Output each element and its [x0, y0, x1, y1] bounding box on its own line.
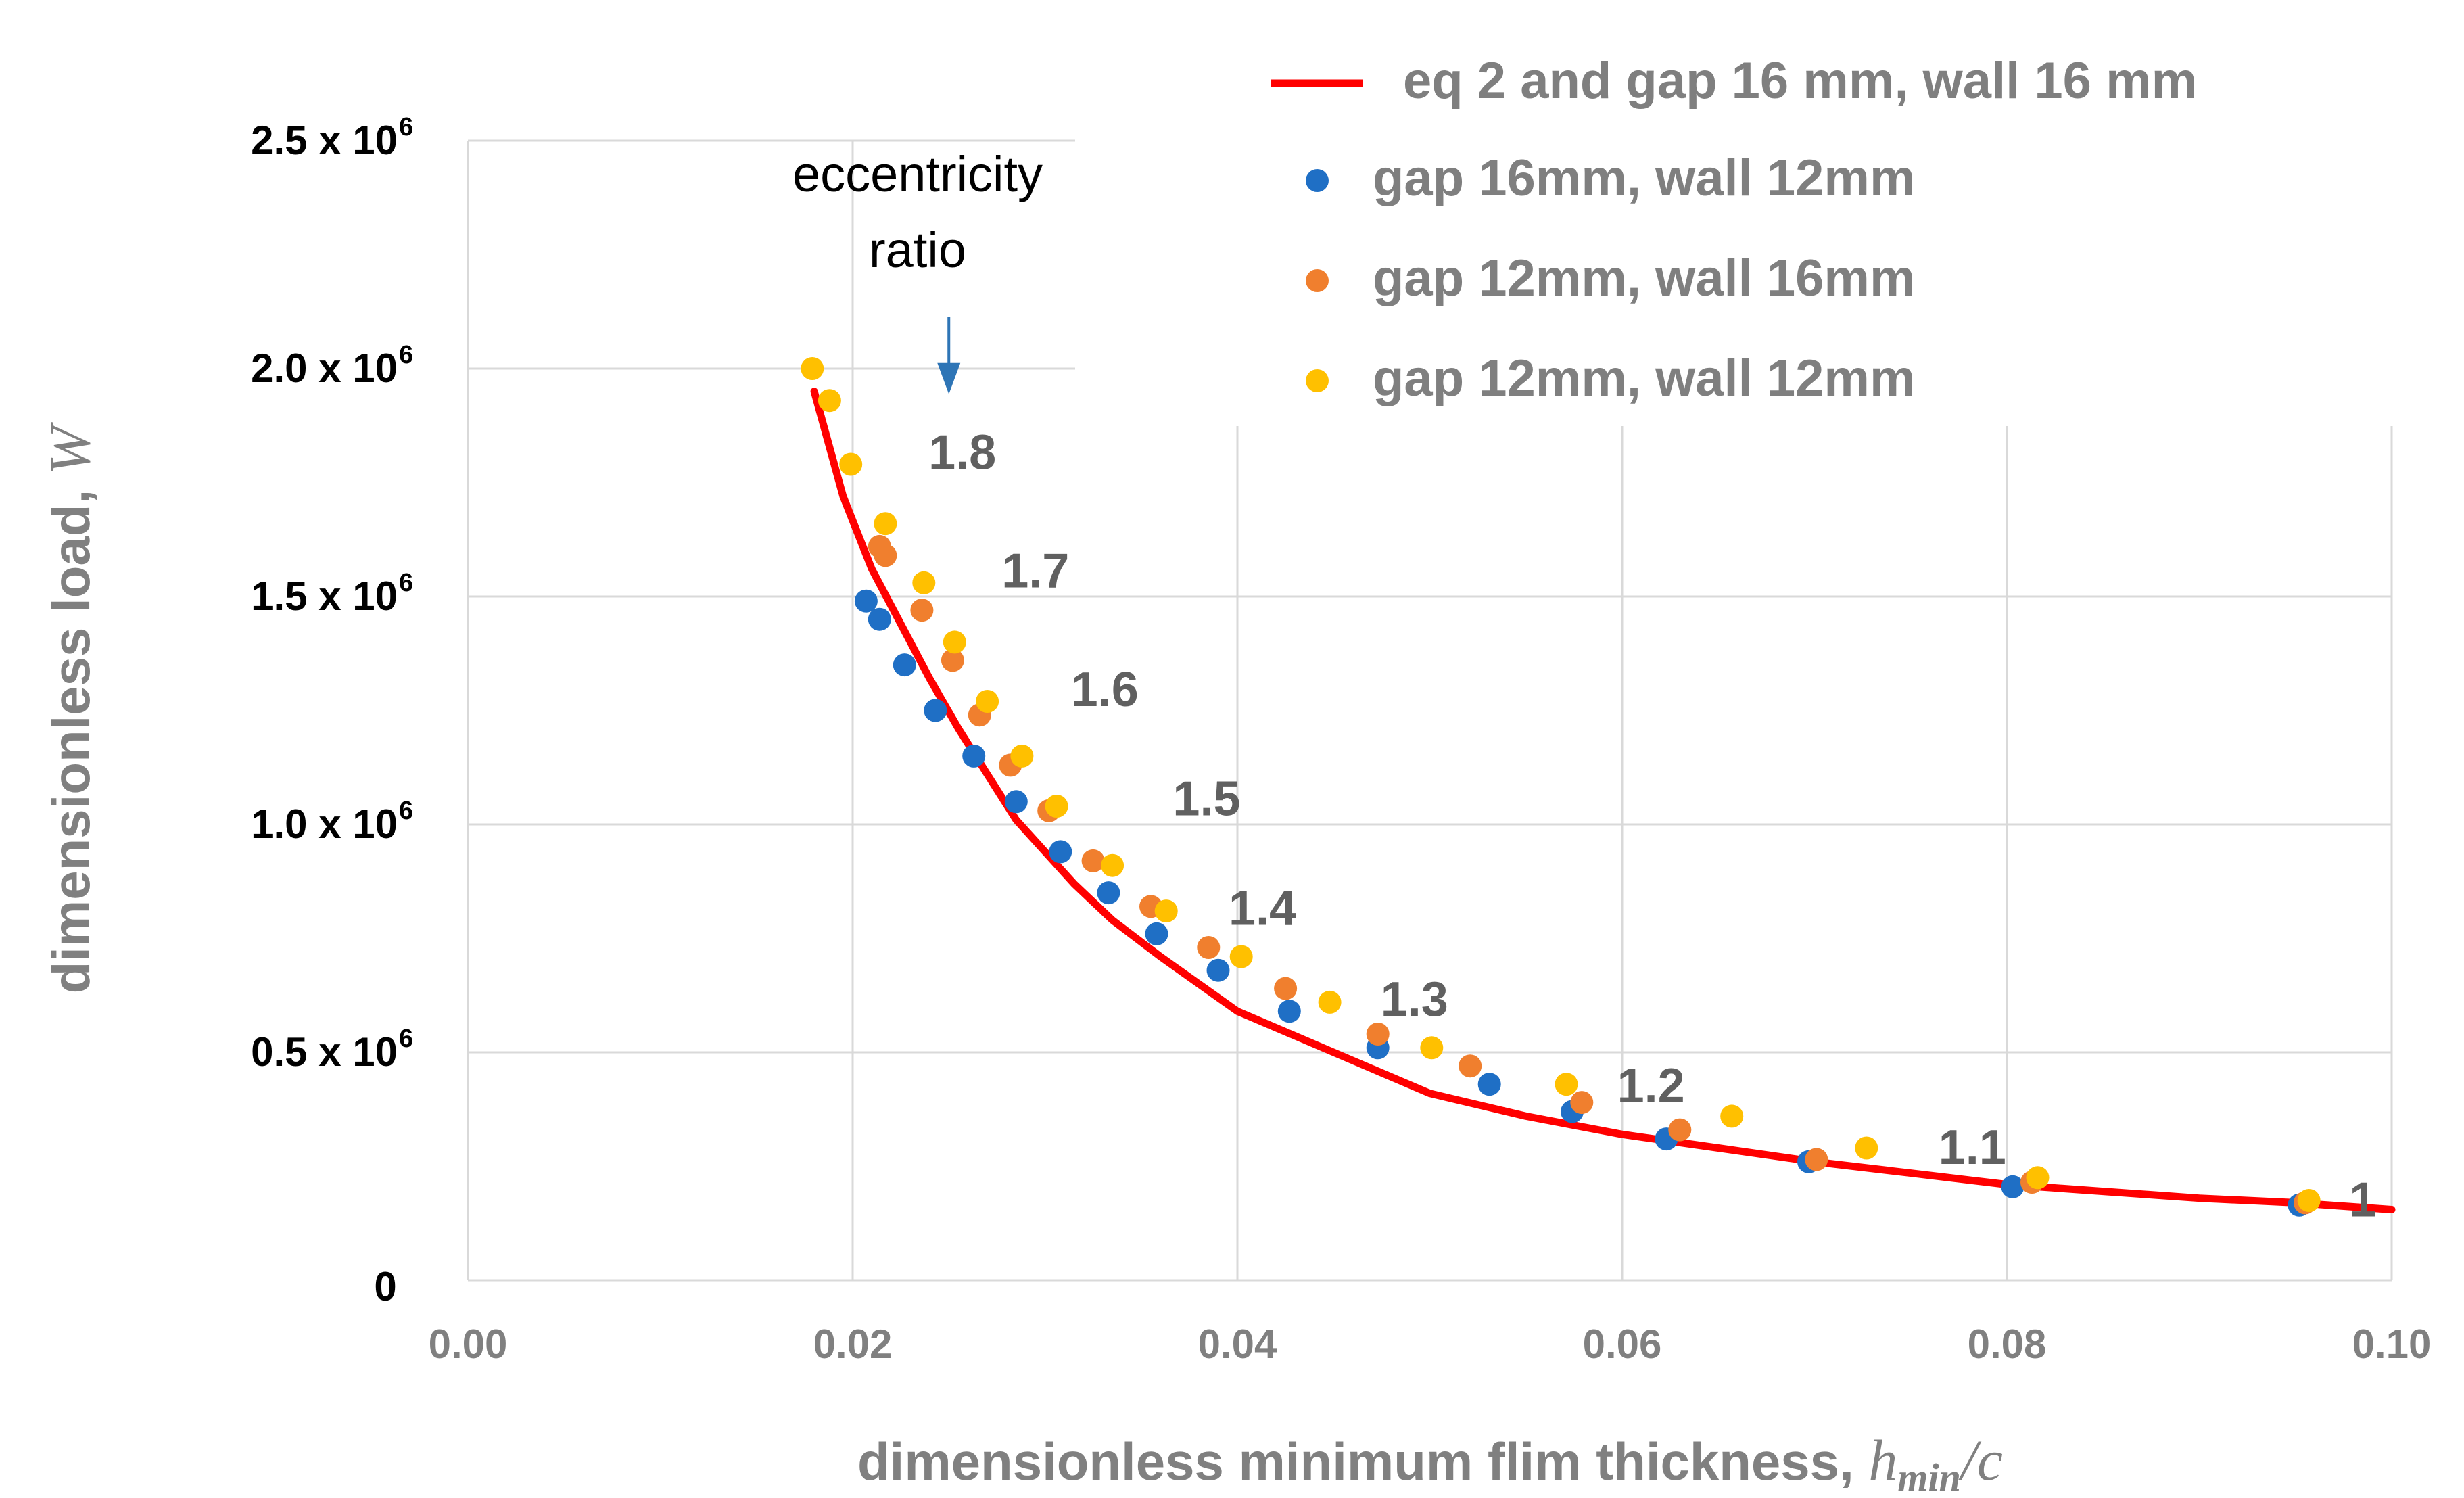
legend-dot-marker	[1306, 169, 1329, 192]
series-3-point	[1101, 853, 1124, 877]
series-1-point	[1004, 790, 1028, 814]
series-3-point	[1229, 945, 1253, 968]
legend-label: gap 12mm, wall 12mm	[1373, 350, 1916, 407]
ratio-label: 1	[2349, 1173, 2376, 1227]
y-tick-label: 0	[374, 1264, 396, 1309]
y-tick-label: 2.0 x 10	[251, 346, 398, 391]
x-tick-label: 0.02	[813, 1321, 893, 1367]
grid	[468, 139, 2393, 1280]
series-3-point	[1420, 1036, 1444, 1060]
series-2-point	[1459, 1054, 1482, 1078]
series-3-point	[801, 357, 824, 380]
legend: eq 2 and gap 16 mm, wall 16 mm gap 16mm, …	[1271, 52, 2197, 407]
series-3-point	[1555, 1073, 1578, 1096]
series-2-point	[941, 649, 964, 672]
series-3-point	[839, 452, 863, 476]
ratio-label: 1.1	[1939, 1121, 2006, 1175]
ratio-label: 1.5	[1172, 772, 1240, 826]
x-axis-title-text: dimensionless minimum flim thickness,	[857, 1432, 1868, 1491]
legend-dot-marker	[1306, 369, 1329, 392]
eccentricity-title: eccentricity	[792, 146, 1043, 202]
legend-dot-marker	[1306, 269, 1329, 292]
ratio-label: 1.8	[928, 425, 996, 479]
y-tick-labels: 00.5 x 10 61.0 x 10 61.5 x 10 62.0 x 10 62.5…	[251, 113, 413, 1309]
y-axis-title: dimensionless load, W	[37, 421, 102, 993]
series-2-point	[1081, 849, 1105, 872]
x-tick-label: 0.00	[429, 1321, 508, 1367]
series-3-point	[2026, 1166, 2050, 1190]
y-axis-variable: W	[37, 421, 102, 475]
y-tick-exponent: 6	[399, 1025, 413, 1053]
ratio-label: 1.7	[1001, 544, 1069, 599]
y-tick-label: 2.5 x 10	[251, 118, 398, 163]
series-1-point	[1477, 1073, 1501, 1096]
legend-label: gap 16mm, wall 12mm	[1373, 149, 1916, 207]
series-2-point	[1274, 977, 1298, 1000]
series-2-point	[1197, 936, 1221, 959]
ratio-label: 1.4	[1229, 881, 1296, 935]
series-2-point	[874, 544, 897, 567]
series-3-point	[874, 512, 897, 536]
series-1-point	[854, 589, 878, 613]
ratio-label: 1.3	[1381, 973, 1448, 1027]
y-tick-exponent: 6	[399, 569, 413, 597]
series-1-point	[1277, 1000, 1301, 1023]
series-2-point	[1366, 1023, 1390, 1046]
axes	[467, 141, 2392, 1282]
y-tick-exponent: 6	[399, 113, 413, 141]
series-2-point	[1805, 1148, 1828, 1171]
series-1-point	[1145, 922, 1168, 945]
y-tick-label: 1.5 x 10	[251, 574, 398, 619]
eccentricity-title-2: ratio	[869, 222, 966, 278]
series-3-point	[1318, 990, 1342, 1014]
series-1-point	[2001, 1175, 2024, 1198]
series-1-point	[868, 607, 891, 631]
series-1-point	[1206, 958, 1230, 982]
eccentricity-arrow-head	[937, 362, 961, 394]
legend-label: eq 2 and gap 16 mm, wall 16 mm	[1403, 52, 2197, 110]
y-tick-label: 1.0 x 10	[251, 801, 398, 847]
y-tick-label: 0.5 x 10	[251, 1029, 398, 1075]
x-axis-variable-suffix: /c	[1958, 1428, 2003, 1493]
series-1-point	[893, 653, 916, 677]
ratio-label: 1.6	[1071, 663, 1139, 717]
x-tick-label: 0.04	[1198, 1321, 1277, 1367]
series-1-point	[1097, 881, 1120, 905]
legend-label: gap 12mm, wall 16mm	[1373, 250, 1916, 307]
series-1-point	[924, 699, 947, 722]
x-axis-variable-subscript: min	[1897, 1455, 1961, 1498]
x-tick-label: 0.06	[1583, 1321, 1662, 1367]
y-axis-title-text: dimensionless load,	[41, 475, 101, 993]
x-tick-label: 0.10	[2352, 1321, 2432, 1367]
series-3-point	[818, 389, 841, 413]
series-2-point	[910, 599, 934, 622]
series-3-point	[943, 630, 966, 654]
y-tick-exponent: 6	[399, 797, 413, 825]
series-3-point	[912, 571, 936, 594]
series-3-point	[2297, 1189, 2321, 1212]
x-axis-variable: h	[1868, 1428, 1897, 1493]
series-1-point	[1049, 840, 1072, 864]
series-2-point	[1570, 1091, 1594, 1115]
annotations: eccentricity ratio 1.8 1.7 1.6 1.5 1.4 1.3 1.2 1.…	[792, 146, 2376, 1227]
x-tick-labels: 0.00 0.02 0.04 0.06 0.08 0.10	[429, 1321, 2432, 1367]
axis-titles: dimensionless minimum flim thickness, hm…	[37, 421, 2003, 1498]
x-axis-title: dimensionless minimum flim thickness, hm…	[857, 1428, 2003, 1498]
series-2-point	[1668, 1118, 1692, 1142]
y-tick-exponent: 6	[399, 341, 413, 369]
ratio-label: 1.2	[1617, 1059, 1685, 1113]
series-3-point	[976, 690, 999, 713]
series-1-point	[962, 744, 986, 768]
series-3-point	[1855, 1136, 1878, 1160]
series-3-point	[1010, 744, 1034, 768]
x-tick-label: 0.08	[1968, 1321, 2047, 1367]
series-3-point	[1720, 1104, 1744, 1128]
series-3-point	[1154, 899, 1178, 923]
series-3-point	[1045, 795, 1068, 818]
plot-area	[801, 357, 2396, 1217]
